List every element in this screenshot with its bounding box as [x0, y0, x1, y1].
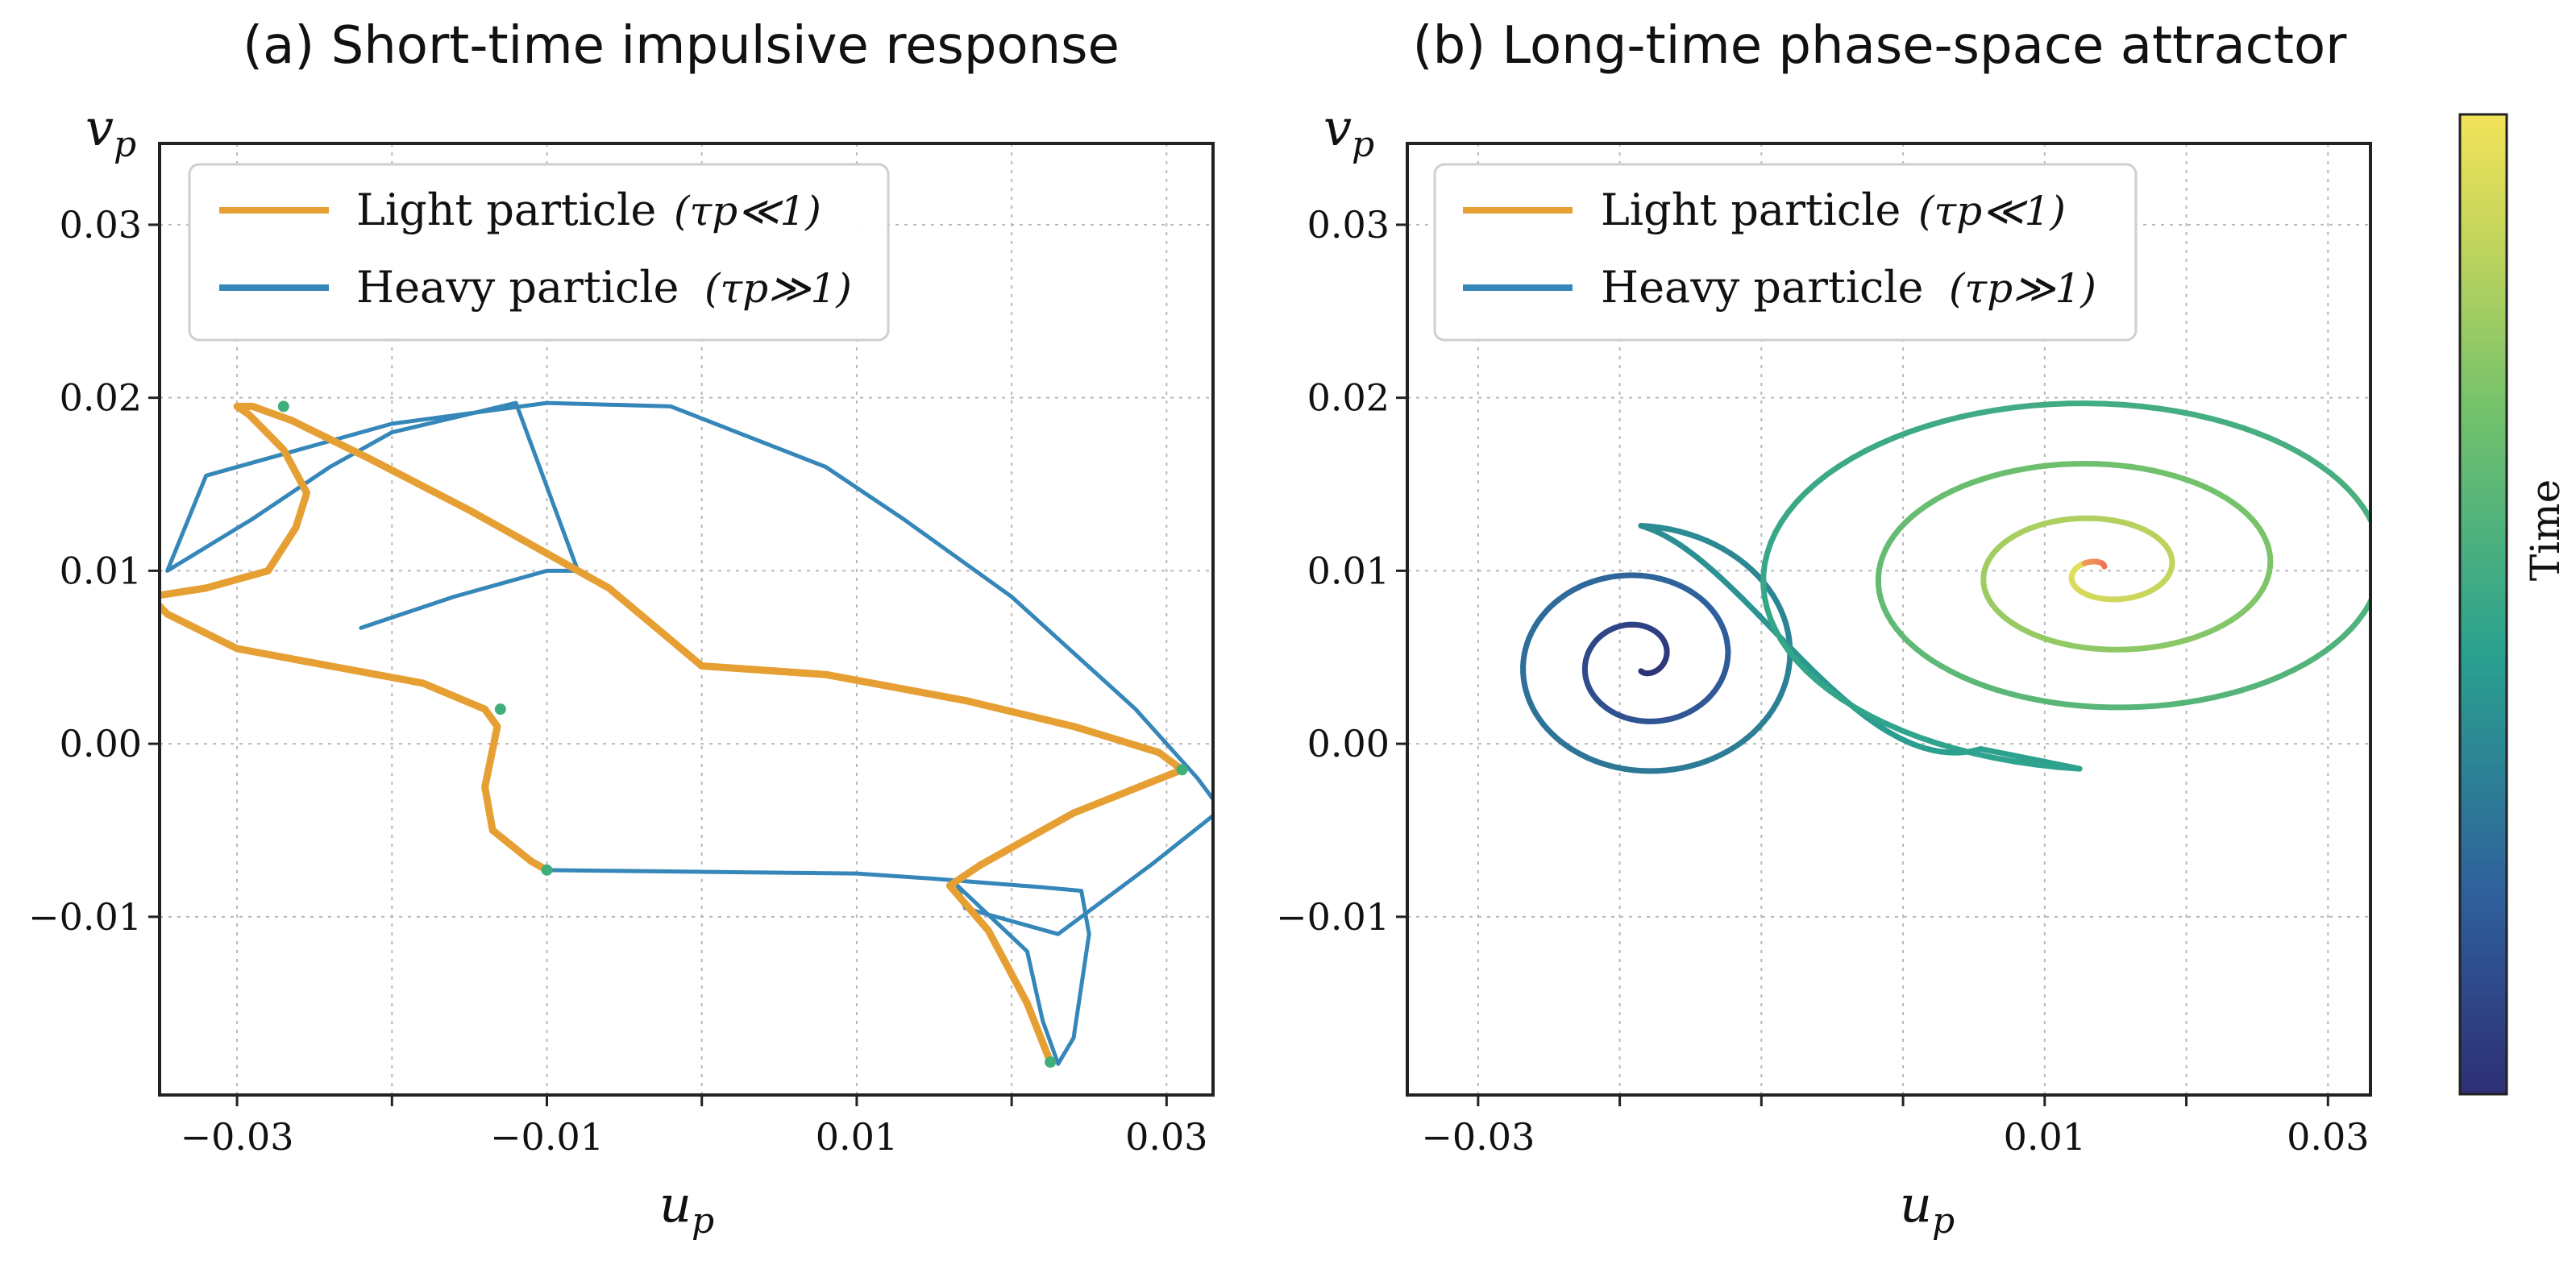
- trajectory-segment: [1957, 410, 1980, 421]
- panel-b-ytick-label: 0.01: [1307, 549, 1390, 592]
- ylabel-sub: p: [1352, 124, 1374, 165]
- trajectory-segment: [2374, 587, 2377, 596]
- legend-box: [188, 163, 890, 342]
- panel-b-ytick-label: 0.00: [1307, 722, 1390, 765]
- trajectory-segment: [1939, 414, 1963, 425]
- xlabel-u: u: [1900, 1175, 1932, 1234]
- panel-b-ytick-label: 0.03: [1307, 203, 1390, 247]
- panel-a-ytick-label: −0.01: [28, 895, 142, 939]
- trajectory-segment: [1974, 407, 1999, 417]
- panel-b-xlabel: up: [1900, 1175, 1955, 1242]
- xlabel-sub: p: [1932, 1201, 1955, 1242]
- ylabel-v: v: [1323, 98, 1352, 157]
- legend-heavy-tau: (τp≫1): [1949, 265, 2096, 312]
- impulse-marker: [494, 703, 506, 715]
- trajectory-segment: [1867, 712, 1888, 727]
- panel-a: −0.03 −0.01 0.01 0.030.030.020.010.00−0.01 …: [28, 98, 1215, 1242]
- trajectory-segment: [2174, 409, 2197, 417]
- colorbar-gradient: [2458, 113, 2508, 1096]
- trajectory-segment: [1916, 734, 1940, 746]
- panel-a-legend: Light particle (τp≪1) Heavy particle (τp…: [188, 163, 890, 342]
- panel-a-xtick-label: −0.03: [181, 1115, 294, 1159]
- panel-b-ylabel: vp: [1323, 98, 1374, 165]
- trajectory-segment: [2379, 542, 2380, 551]
- panel-a-ytick-label: 0.00: [60, 722, 142, 765]
- impulse-marker: [541, 864, 553, 876]
- panel-b-title: (b) Long-time phase-space attractor: [1413, 16, 2348, 76]
- panel-b-legend: Light particle (τp≪1) Heavy particle (τp…: [1433, 163, 2138, 342]
- trajectory-segment: [2156, 405, 2180, 414]
- panel-b-ytick-label: 0.02: [1307, 376, 1390, 420]
- trajectory-segment: [2121, 401, 2145, 409]
- panel-a-ticks: −0.03 −0.01 0.01 0.03 0.03 0.02 0.01 0.00 −0.01: [28, 203, 1208, 1159]
- panel-a-ytick-label: 0.03: [60, 203, 142, 247]
- xlabel-u: u: [659, 1175, 692, 1234]
- trajectory-segment: [2380, 551, 2381, 560]
- legend-light-tau: (τp≪1): [1918, 188, 2066, 234]
- ylabel-sub: p: [114, 124, 136, 165]
- trajectory-segment: [2380, 560, 2381, 569]
- trajectory-segment: [1907, 423, 1930, 435]
- heavy-particle-line: [165, 400, 1213, 1066]
- trajectory-segment: [2010, 402, 2035, 411]
- ylabel-v: v: [85, 98, 114, 157]
- panel-b-ticks: −0.03 0.01 0.03 0.03 0.02 0.01 0.00 −0.01: [1276, 203, 2369, 1159]
- panel-b: −0.03 0.01 0.03 0.03 0.02 0.01 0.00 −0.01 Light…: [1276, 98, 2381, 1242]
- trajectory-segment: [1972, 751, 1998, 761]
- panel-a-xlabel: up: [659, 1175, 714, 1242]
- xlabel-sub: p: [692, 1201, 714, 1242]
- panel-a-xtick-label: 0.01: [816, 1115, 898, 1159]
- colorbar: Time: [2458, 113, 2569, 1096]
- panel-b-xtick-label: 0.01: [2004, 1115, 2086, 1159]
- legend-heavy-label: Heavy particle: [1601, 262, 1923, 313]
- legend-light-tau: (τp≪1): [674, 188, 821, 234]
- trajectory-segment: [2034, 761, 2061, 770]
- panel-a-xtick-label: 0.03: [1125, 1115, 1207, 1159]
- panel-b-xtick-label: 0.03: [2287, 1115, 2369, 1159]
- impulse-marker: [277, 400, 289, 413]
- trajectory-segment: [2029, 401, 2054, 409]
- trajectory-segment: [2376, 533, 2379, 541]
- trajectory-segment: [2191, 412, 2213, 421]
- impulse-markers: [277, 400, 1188, 1068]
- trajectory-segment: [1882, 720, 1905, 734]
- trajectory-segment: [1923, 418, 1946, 429]
- panel-a-grid: [160, 143, 1213, 1095]
- legend-heavy-tau: (τp≫1): [704, 265, 852, 312]
- impulse-marker: [1176, 764, 1188, 776]
- legend-light-label: Light particle: [356, 185, 656, 235]
- trajectory-segment: [2013, 758, 2040, 768]
- panel-b-xtick-label: −0.03: [1421, 1115, 1535, 1159]
- trajectory-segment: [1898, 728, 1922, 740]
- panel-a-ylabel: vp: [85, 98, 136, 165]
- panel-a-ytick-label: 0.02: [60, 376, 142, 420]
- colorbar-label: Time: [2522, 479, 2569, 581]
- legend-light-label: Light particle: [1601, 185, 1901, 235]
- panel-b-frame: [1406, 142, 2372, 1097]
- panel-a-xtick-label: −0.01: [490, 1115, 604, 1159]
- trajectory-segment: [1992, 404, 2017, 413]
- impulse-marker: [1045, 1056, 1057, 1068]
- trajectory-segment: [2373, 524, 2377, 533]
- trajectory-segment: [2138, 403, 2163, 412]
- legend-heavy-label: Heavy particle: [356, 262, 679, 313]
- panel-a-ytick-label: 0.01: [60, 549, 142, 592]
- panel-a-title: (a) Short-time impulsive response: [243, 16, 1120, 76]
- trajectory-segment: [1934, 740, 1959, 752]
- panel-b-ytick-label: −0.01: [1276, 895, 1390, 939]
- panel-a-frame: [158, 142, 1215, 1097]
- trajectory-segment: [2379, 570, 2381, 579]
- legend-box: [1433, 163, 2138, 342]
- trajectory-segment: [1992, 755, 2019, 765]
- trajectory-segment: [2377, 579, 2379, 587]
- trajectory-segment: [1953, 745, 1979, 757]
- time-colored-trajectory: [1520, 400, 2381, 774]
- light-particle-line: [160, 402, 1186, 1066]
- trajectory-segment: [2055, 764, 2083, 772]
